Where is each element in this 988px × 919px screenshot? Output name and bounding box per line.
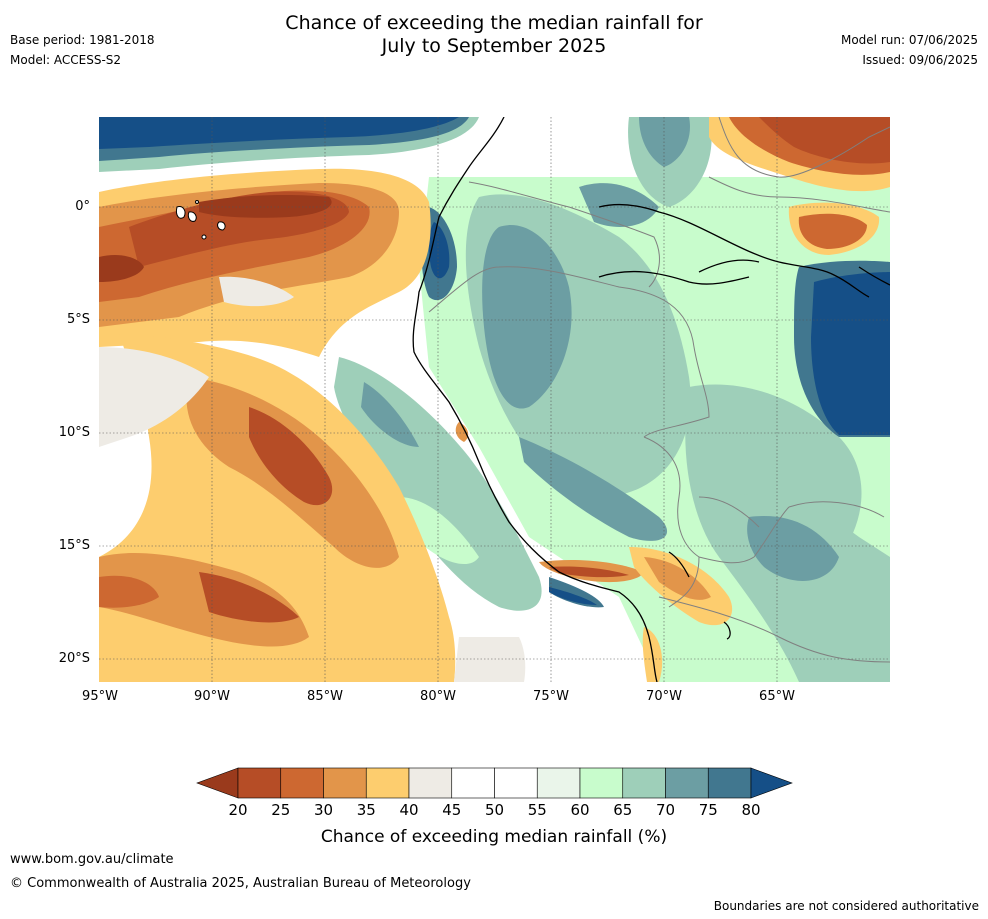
colorbar-segment: [665, 767, 709, 799]
lon-label-75w: 75°W: [533, 689, 569, 704]
lon-label-70w: 70°W: [646, 689, 682, 704]
colorbar-tick-label: 55: [527, 801, 547, 819]
map-title: Chance of exceeding the median rainfall …: [0, 12, 988, 58]
colorbar-segment: [536, 767, 581, 799]
dry-field-ocean: [99, 168, 469, 682]
lon-label-65w: 65°W: [759, 689, 795, 704]
colorbar-segment: [579, 767, 624, 799]
title-line-2: July to September 2025: [381, 35, 607, 57]
colorbar-segment: [494, 767, 538, 799]
map-canvas: [99, 117, 890, 682]
meta-right: Model run: 07/06/2025 Issued: 09/06/2025: [841, 30, 978, 70]
dry-field-land: [539, 117, 890, 682]
lon-label-90w: 90°W: [194, 689, 230, 704]
colorbar-tick-label: 80: [741, 801, 761, 819]
colorbar-segment: [280, 767, 324, 799]
footer-copyright: © Commonwealth of Australia 2025, Austra…: [10, 876, 471, 891]
model-name: Model: ACCESS-S2: [10, 53, 122, 67]
title-line-1: Chance of exceeding the median rainfall …: [285, 12, 703, 34]
lat-label-10s: 10°S: [58, 425, 90, 440]
colorbar-tick-label: 65: [613, 801, 633, 819]
neutral-field: [99, 276, 526, 682]
lon-label-95w: 95°W: [82, 689, 118, 704]
colorbar-segment: [451, 767, 495, 799]
footer-url[interactable]: www.bom.gov.au/climate: [10, 852, 174, 867]
colorbar-svg: [196, 767, 793, 799]
colorbar-segment: [323, 767, 367, 799]
colorbar-tick-label: 45: [442, 801, 462, 819]
lat-label-5s: 5°S: [66, 312, 90, 327]
colorbar-segment: [237, 767, 282, 799]
colorbar-segment: [707, 767, 752, 799]
colorbar-extend-high: [750, 767, 793, 799]
colorbar-tick-label: 40: [399, 801, 419, 819]
colorbar-tick-label: 75: [698, 801, 718, 819]
coastline: [412, 117, 890, 682]
lat-label-20s: 20°S: [58, 651, 90, 666]
colorbar-segment: [622, 767, 666, 799]
colorbar-tick-label: 50: [484, 801, 505, 819]
colorbar-title: Chance of exceeding median rainfall (%): [320, 827, 668, 847]
colorbar-segment: [365, 767, 410, 799]
lon-label-80w: 80°W: [420, 689, 456, 704]
colorbar-tick-label: 20: [228, 801, 248, 819]
colorbar-tick-label: 60: [570, 801, 590, 819]
rainfall-outlook-map: [99, 117, 890, 682]
model-run: Model run: 07/06/2025: [840, 33, 978, 47]
colorbar-tick-label: 25: [271, 801, 291, 819]
colorbar-tick-label: 70: [655, 801, 676, 819]
meta-left: Base period: 1981-2018 Model: ACCESS-S2: [10, 30, 155, 70]
country-borders: [428, 117, 890, 663]
colorbar-segment: [408, 767, 453, 799]
base-period: Base period: 1981-2018: [10, 33, 155, 47]
galapagos-islands: [176, 200, 226, 240]
issued-date: Issued: 09/06/2025: [862, 53, 978, 67]
colorbar-tick-label: 35: [356, 801, 376, 819]
colorbar-extend-low: [196, 767, 239, 799]
lat-label-15s: 15°S: [58, 538, 90, 553]
colorbar: [196, 767, 794, 805]
lat-label-0: 0°: [75, 199, 90, 214]
lon-label-85w: 85°W: [307, 689, 343, 704]
footer-disclaimer: Boundaries are not considered authoritat…: [713, 899, 979, 913]
map-gridlines: [99, 117, 890, 682]
colorbar-tick-label: 30: [313, 801, 334, 819]
